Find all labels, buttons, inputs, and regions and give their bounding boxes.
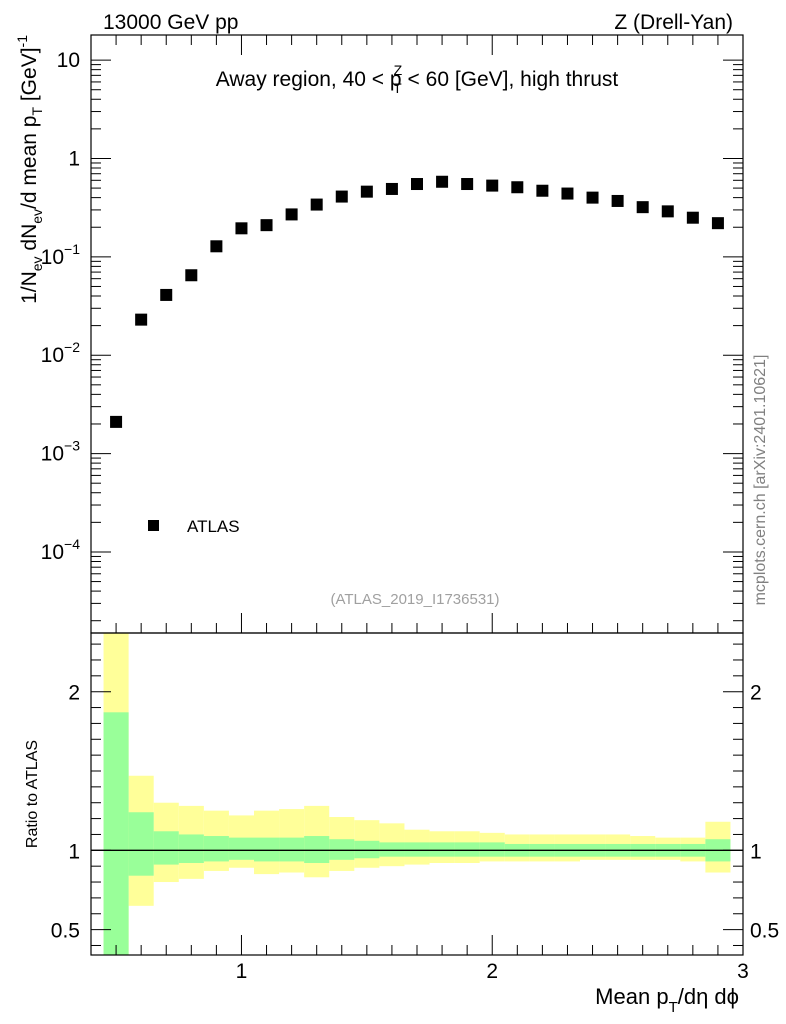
ratio-bands bbox=[103, 633, 731, 955]
atlas-data-point bbox=[335, 190, 348, 203]
atlas-data-point bbox=[360, 185, 373, 198]
y-tick-label: 10 bbox=[57, 49, 80, 72]
stat-uncertainty-band bbox=[354, 840, 380, 859]
ratio-y-tick-label-right: 2 bbox=[750, 682, 762, 705]
plot-title: Away region, 40 < pZ T < 60 [GeV], high t… bbox=[216, 62, 619, 96]
y-tick-label: 10−4 bbox=[41, 536, 81, 564]
ratio-y-tick-labels: 0.5 0.5 1 1 2 2 bbox=[51, 682, 779, 943]
y-tick-label: 10−1 bbox=[41, 241, 81, 269]
y-tick-base: 10 bbox=[41, 541, 64, 564]
stat-uncertainty-band bbox=[228, 837, 254, 860]
stat-uncertainty-band bbox=[379, 842, 405, 857]
xlabel-b: T bbox=[669, 999, 678, 1016]
source-side-label: mcplots.cern.ch [arXiv:2401.10621] bbox=[752, 355, 769, 606]
y-tick-exponent: −4 bbox=[64, 536, 80, 552]
stat-uncertainty-band bbox=[128, 812, 154, 876]
ylabel-f: T bbox=[29, 107, 45, 116]
analysis-watermark: (ATLAS_2019_I1736531) bbox=[330, 591, 499, 608]
y-tick-exponent: −3 bbox=[64, 438, 80, 454]
atlas-data-points bbox=[110, 175, 724, 428]
y-tick-label: 10−2 bbox=[41, 339, 81, 367]
atlas-data-point bbox=[436, 175, 449, 188]
main-y-axis-label: 1/Nev dNev/d mean pT [GeV]-1 bbox=[14, 35, 45, 304]
title-post: < 60 [GeV], high thrust bbox=[402, 68, 619, 91]
ylabel-e: /d mean p bbox=[18, 116, 41, 209]
atlas-data-point bbox=[235, 222, 248, 235]
ratio-plot-frame bbox=[90, 632, 744, 956]
atlas-data-point bbox=[586, 191, 599, 204]
x-tick-label: 1 bbox=[236, 960, 248, 983]
ratio-axis-ticks bbox=[91, 643, 744, 955]
atlas-data-point bbox=[711, 217, 724, 230]
y-tick-label: 10−3 bbox=[41, 438, 81, 466]
y-tick-label: 1 bbox=[68, 147, 80, 170]
x-axis-label: Mean pT/dη dϕ bbox=[595, 984, 739, 1016]
atlas-data-point bbox=[561, 187, 574, 200]
atlas-data-point bbox=[135, 313, 148, 326]
main-plot-frame bbox=[90, 34, 744, 634]
ratio-y-axis-label: Ratio to ATLAS bbox=[24, 740, 41, 848]
xlabel-c: /dη dϕ bbox=[678, 984, 739, 1009]
stat-uncertainty-band bbox=[404, 842, 430, 857]
stat-uncertainty-band bbox=[178, 834, 204, 863]
stat-uncertainty-band bbox=[279, 837, 305, 862]
ratio-y-tick-label-right: 0.5 bbox=[750, 920, 779, 943]
ylabel-d: ev bbox=[29, 209, 45, 224]
atlas-data-point bbox=[185, 269, 198, 282]
atlas-data-point bbox=[310, 198, 323, 211]
stat-uncertainty-band bbox=[203, 836, 229, 862]
stat-uncertainty-band bbox=[454, 842, 480, 857]
x-tick-label: 2 bbox=[486, 960, 498, 983]
legend-label: ATLAS bbox=[187, 517, 240, 536]
stat-uncertainty-band bbox=[153, 831, 179, 865]
title-pre: Away region, 40 < p bbox=[216, 68, 402, 91]
atlas-data-point bbox=[486, 179, 499, 192]
process-label: Z (Drell-Yan) bbox=[614, 11, 733, 34]
ylabel-b: ev bbox=[29, 256, 45, 271]
ratio-y-tick-label: 0.5 bbox=[51, 920, 80, 943]
ratio-y-tick-label: 2 bbox=[68, 682, 80, 705]
atlas-data-point bbox=[511, 181, 524, 194]
stat-uncertainty-band bbox=[304, 836, 330, 863]
legend-marker bbox=[148, 520, 159, 531]
atlas-data-point bbox=[385, 182, 398, 195]
x-tick-label: 3 bbox=[737, 960, 749, 983]
atlas-data-point bbox=[110, 415, 123, 428]
atlas-data-point bbox=[411, 178, 423, 191]
ylabel-h: -1 bbox=[14, 35, 30, 48]
ylabel-a: 1/N bbox=[18, 271, 41, 304]
stat-uncertainty-band bbox=[479, 842, 505, 857]
atlas-data-point bbox=[260, 219, 273, 232]
atlas-data-point bbox=[686, 211, 699, 224]
main-axis-ticks bbox=[91, 35, 744, 633]
y-tick-base: 10 bbox=[41, 246, 64, 269]
stat-uncertainty-band bbox=[429, 842, 455, 857]
ylabel-g: [GeV] bbox=[18, 47, 41, 107]
atlas-data-point bbox=[285, 208, 298, 221]
y-tick-exponent: −2 bbox=[64, 339, 80, 355]
atlas-data-point bbox=[210, 240, 223, 253]
ratio-y-tick-label: 1 bbox=[68, 840, 80, 863]
y-tick-exponent: −1 bbox=[64, 241, 80, 257]
atlas-data-point bbox=[536, 184, 549, 197]
atlas-data-point bbox=[160, 288, 173, 301]
energy-label: 13000 GeV pp bbox=[103, 11, 238, 34]
stat-uncertainty-band bbox=[329, 839, 355, 860]
xlabel-a: Mean p bbox=[595, 984, 668, 1009]
stat-uncertainty-band bbox=[254, 837, 280, 862]
atlas-data-point bbox=[611, 194, 624, 207]
x-tick-labels: 1 2 3 bbox=[236, 960, 749, 983]
title-sub: T bbox=[393, 80, 402, 96]
title-sup: Z bbox=[394, 62, 403, 78]
ratio-y-tick-label-right: 1 bbox=[750, 840, 762, 863]
y-tick-base: 10 bbox=[41, 344, 64, 367]
ylabel-c: dN bbox=[18, 224, 41, 257]
atlas-data-point bbox=[461, 178, 474, 191]
y-tick-base: 10 bbox=[41, 443, 64, 466]
stat-uncertainty-band bbox=[103, 712, 129, 955]
atlas-data-point bbox=[661, 205, 674, 218]
atlas-data-point bbox=[636, 201, 649, 214]
